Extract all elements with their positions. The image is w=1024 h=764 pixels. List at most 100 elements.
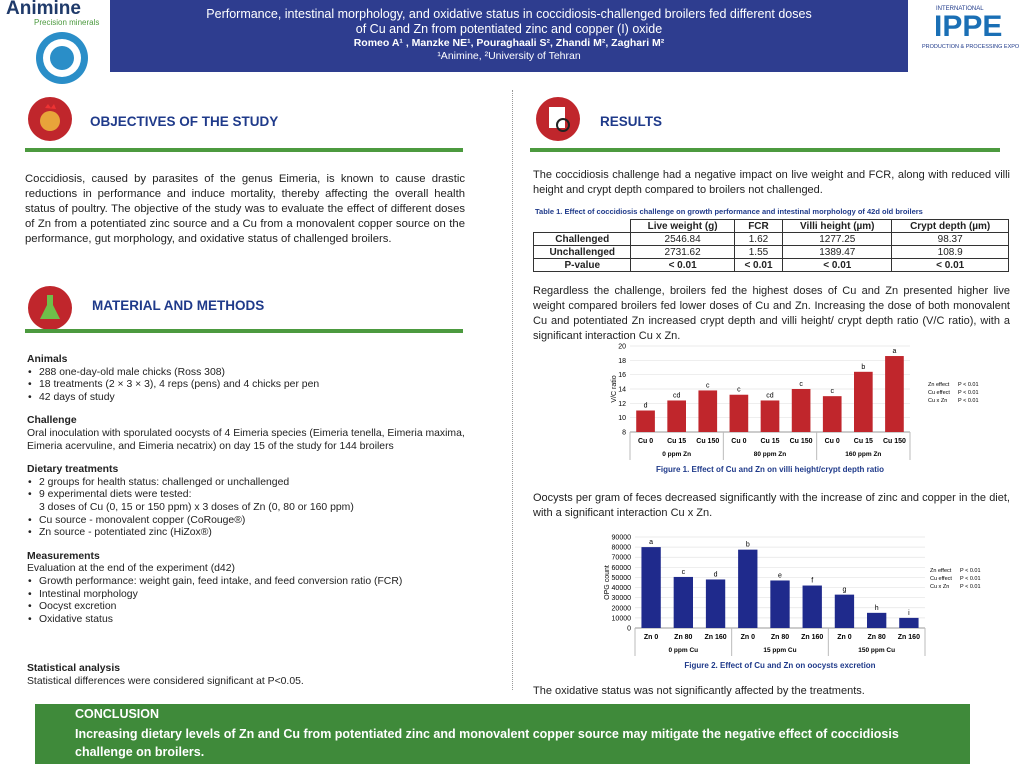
significance-letter: a: [892, 348, 896, 355]
y-tick-label: 10000: [612, 615, 632, 622]
group-label: 80 ppm Zn: [754, 451, 787, 458]
y-tick-label: 12: [618, 401, 626, 408]
stat-p: P < 0.01: [960, 568, 981, 574]
y-tick-label: 40000: [612, 585, 632, 592]
table-header: Crypt depth (µm): [891, 219, 1009, 233]
heading-rule: [25, 329, 463, 333]
bar: [802, 585, 822, 628]
x-tick-label: Zn 160: [801, 634, 823, 641]
table-header: Live weight (g): [630, 219, 735, 233]
y-tick-label: 18: [618, 358, 626, 365]
results-text: The coccidiosis challenge had a negative…: [533, 169, 1010, 196]
logo-right-top: INTERNATIONAL: [936, 6, 984, 12]
method-title: Challenge: [27, 415, 77, 427]
logo-right-name: IPPE: [934, 10, 1003, 43]
university-seal: [36, 32, 88, 84]
method-item: Cu source - monovalent copper (CoRouge®): [27, 515, 497, 528]
table-cell: 2731.62: [630, 245, 735, 259]
significance-letter: c: [706, 382, 710, 389]
y-tick-label: 30000: [612, 595, 632, 602]
heading-rule: [530, 148, 1000, 152]
x-tick-label: Zn 160: [704, 634, 726, 641]
methods-icon: [28, 286, 72, 330]
x-tick-label: Cu 0: [731, 438, 746, 445]
significance-letter: b: [746, 542, 750, 549]
method-title: Measurements: [27, 550, 100, 562]
significance-letter: f: [811, 578, 813, 585]
y-tick-label: 10: [618, 415, 626, 422]
y-tick-label: 60000: [612, 565, 632, 572]
x-tick-label: Cu 150: [696, 438, 719, 445]
stat-p: P < 0.01: [958, 382, 979, 388]
table-cell: < 0.01: [782, 258, 893, 272]
bar: [822, 396, 842, 432]
x-tick-label: Zn 80: [868, 634, 886, 641]
bar: [738, 549, 758, 628]
method-item: Zn source - potentiated zinc (HiZox®): [27, 527, 497, 540]
authors: Romeo A¹ , Manzke NE¹, Pouraghaali S², Z…: [353, 37, 665, 49]
results-text: The oxidative status was not significant…: [533, 685, 865, 697]
results-icon: [536, 97, 580, 141]
bar: [867, 612, 887, 628]
y-axis-label: OPG count: [604, 565, 611, 600]
section-heading: MATERIAL AND METHODS: [92, 298, 265, 313]
table-cell: 2546.84: [630, 232, 735, 246]
table-cell: 1.62: [733, 232, 784, 246]
objectives-icon: [28, 97, 72, 141]
significance-letter: c: [799, 381, 803, 388]
y-tick-label: 70000: [612, 555, 632, 562]
bar: [885, 356, 904, 432]
bar: [729, 394, 749, 432]
figure-1: 8 10 12 14 16 18 20 V/C ratio d Cu 0 cd Cu 15 c Cu 15…: [611, 344, 979, 475]
group-label: 15 ppm Cu: [763, 647, 796, 654]
table-cell: < 0.01: [733, 258, 784, 272]
table-row: Challenged 2546.84 1.62 1277.25 98.37: [532, 232, 1009, 246]
method-item: Evaluation at the end of the experiment …: [27, 563, 235, 575]
results-table: Live weight (g) FCR Villi height (µm) Crypt…: [532, 219, 1009, 272]
method-title: Animals: [27, 354, 68, 365]
method-item: 42 days of study: [27, 392, 497, 405]
x-tick-label: Cu 15: [760, 438, 779, 445]
figure-2: 0 10000 20000 30000 40000 50000 60000 70000 8000…: [604, 535, 981, 671]
method-item: Oxidative status: [27, 614, 497, 627]
y-tick-label: 90000: [612, 535, 632, 542]
table-row: P-value < 0.01 < 0.01 < 0.01 < 0.01: [532, 258, 1009, 272]
significance-letter: h: [875, 605, 879, 612]
row-label: Challenged: [532, 232, 632, 246]
table-header: FCR: [733, 219, 784, 233]
stats-section: Statistical analysis Statistical differe…: [27, 663, 497, 688]
significance-letter: e: [778, 572, 782, 579]
bar: [636, 410, 655, 432]
stats-title: Statistical analysis: [27, 663, 120, 674]
figure-caption: Figure 2. Effect of Cu and Zn on oocysts…: [684, 661, 875, 670]
conclusion-heading: CONCLUSION: [75, 707, 160, 721]
section-heading: OBJECTIVES OF THE STUDY: [90, 114, 279, 129]
logo-right-sub: PRODUCTION & PROCESSING EXPO: [922, 44, 1020, 50]
table-header-row: Live weight (g) FCR Villi height (µm) Crypt…: [534, 219, 1009, 233]
y-tick-label: 14: [618, 387, 626, 394]
table-cell: 1389.47: [782, 245, 893, 259]
table-row: Unchallenged 2731.62 1.55 1389.47 108.9: [532, 245, 1009, 259]
x-tick-label: Cu 15: [667, 438, 686, 445]
stat-p: P < 0.01: [958, 390, 979, 396]
table-cell: 98.37: [891, 232, 1009, 246]
stat-p: P < 0.01: [960, 576, 981, 582]
method-item: 288 one-day-old male chicks (Ross 308): [27, 367, 497, 380]
x-tick-label: Zn 80: [771, 634, 789, 641]
table-corner: [534, 220, 631, 233]
table-cell: < 0.01: [891, 258, 1009, 272]
y-tick-label: 20000: [612, 605, 632, 612]
significance-letter: cd: [673, 392, 681, 399]
logo-left: Animine Precision minerals: [4, 0, 108, 90]
significance-letter: c: [682, 569, 686, 576]
table-cell: 1277.25: [782, 232, 893, 246]
group-label: 160 ppm Zn: [845, 451, 881, 458]
heading-rule: [25, 148, 463, 152]
bar: [641, 547, 661, 628]
x-tick-label: Cu 150: [790, 438, 813, 445]
method-item: 18 treatments (2 × 3 × 3), 4 reps (pens)…: [27, 379, 497, 392]
x-tick-label: Zn 160: [898, 634, 920, 641]
significance-letter: c: [830, 388, 834, 395]
stat-label: Cu effect: [928, 390, 950, 396]
